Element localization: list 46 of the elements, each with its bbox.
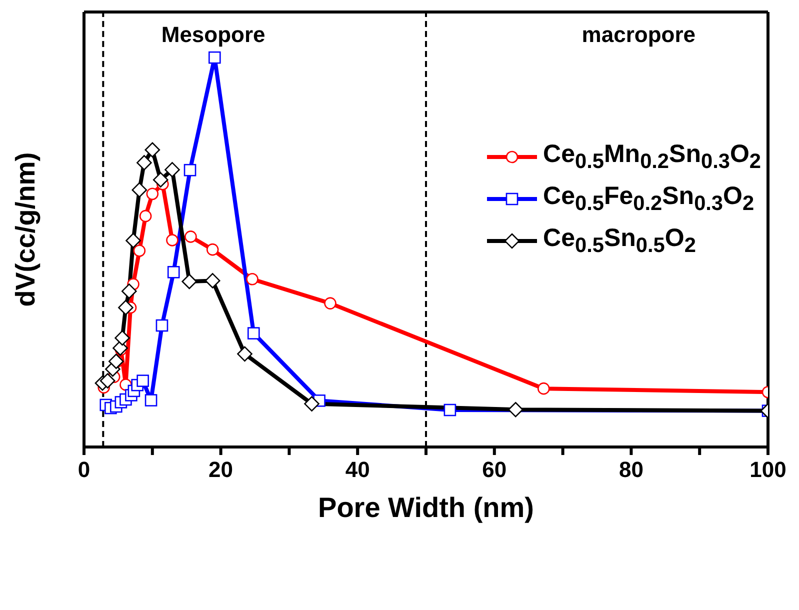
point xyxy=(136,374,149,387)
point xyxy=(508,402,524,418)
point xyxy=(114,330,130,346)
point xyxy=(126,232,141,248)
point xyxy=(156,319,168,332)
point xyxy=(139,210,152,222)
point xyxy=(208,51,221,64)
point xyxy=(444,404,456,416)
legend-label: Ce$_{0.5}$Fe$_{0.2}$Sn$_{0.3}$O$_{2}$ xyxy=(543,182,754,216)
point xyxy=(538,382,550,395)
legend-label: Ce$_{0.5}$Sn$_{0.5}$O$_{2}$ xyxy=(543,224,696,258)
point xyxy=(324,297,336,310)
x-tick-label: 100 xyxy=(750,457,786,482)
point xyxy=(247,327,260,340)
point xyxy=(246,273,258,286)
point xyxy=(182,274,197,290)
y-axis-title: dV(cc/g/nm) xyxy=(10,152,41,307)
point xyxy=(166,234,178,246)
point xyxy=(144,394,158,406)
point xyxy=(144,142,160,158)
point xyxy=(100,373,116,388)
point xyxy=(167,266,180,278)
x-tick-label: 40 xyxy=(345,457,370,482)
point xyxy=(136,155,152,170)
point xyxy=(118,300,134,316)
legend-label: Ce$_{0.5}$Mn$_{0.2}$Sn$_{0.3}$O$_{2}$ xyxy=(543,140,761,174)
point xyxy=(204,273,220,288)
point xyxy=(184,164,196,176)
text: Mesopore xyxy=(161,22,266,48)
point xyxy=(133,244,146,257)
point xyxy=(237,346,252,362)
point xyxy=(132,182,148,198)
x-tick-label: 0 xyxy=(78,457,90,482)
x-tick-label: 60 xyxy=(482,457,507,482)
point xyxy=(164,162,180,178)
point xyxy=(146,188,159,200)
point xyxy=(121,284,137,299)
x-tick-label: 20 xyxy=(208,457,234,482)
point xyxy=(108,354,124,369)
text: macropore xyxy=(582,22,696,48)
x-axis-title: Pore Width (nm) xyxy=(318,492,534,523)
point xyxy=(206,243,219,256)
point xyxy=(304,396,320,412)
point xyxy=(152,172,168,188)
point xyxy=(184,230,197,243)
x-tick-label: 80 xyxy=(618,457,644,482)
